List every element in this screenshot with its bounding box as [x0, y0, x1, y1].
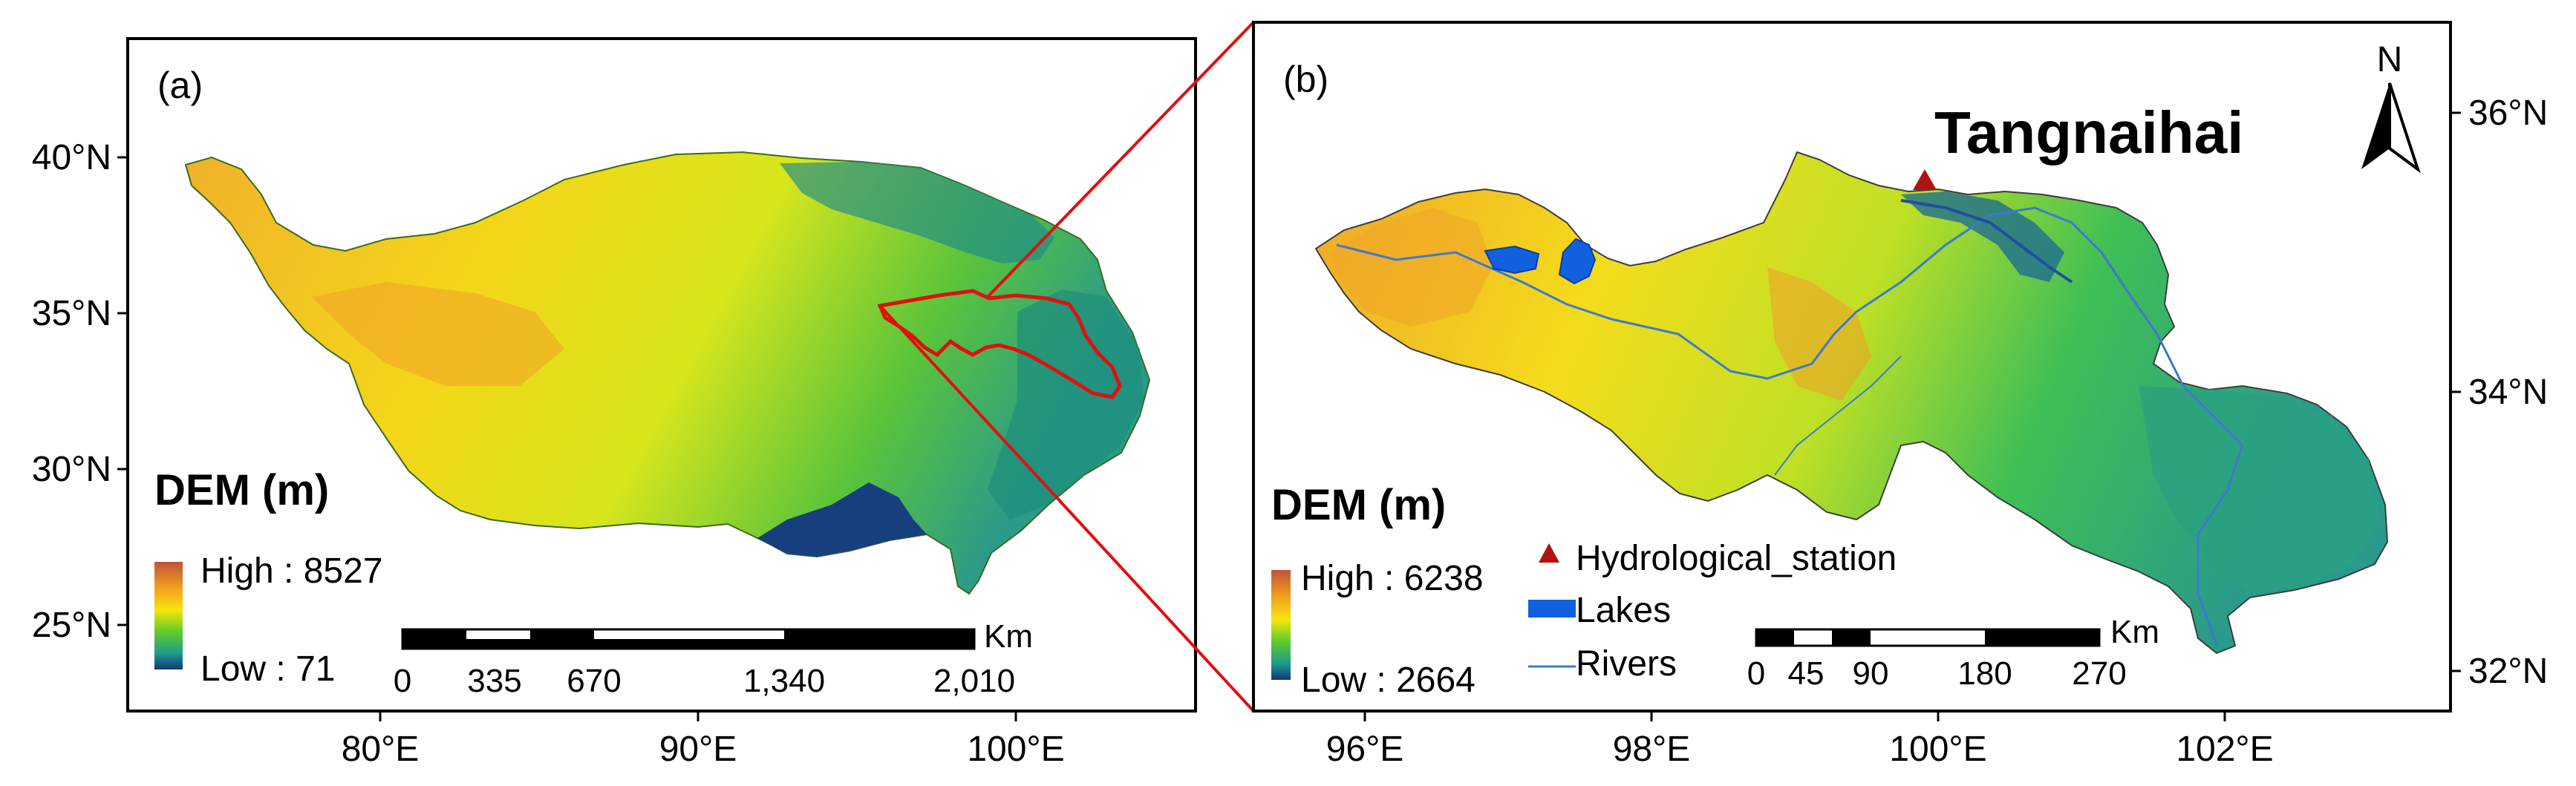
scalebar-label-a: 670 — [567, 663, 621, 699]
panel-a-label: (a) — [157, 65, 203, 106]
scalebar-label-b: 0 — [1747, 655, 1765, 692]
hydrological-station-marker — [1913, 169, 1937, 190]
basin-upper-high — [1329, 208, 1493, 327]
plateau-dem-area — [184, 151, 1151, 595]
north-arrow-icon — [2388, 82, 2421, 174]
lon-tick-a: 100°E — [967, 730, 1064, 769]
river-tributary — [1774, 356, 1902, 476]
inset-connector-lines — [878, 21, 1255, 713]
lon-tick-b: 102°E — [2176, 730, 2273, 769]
legend-station-icon — [1539, 543, 1559, 563]
plateau-map — [184, 151, 1151, 595]
scalebar-label-b: 270 — [2072, 655, 2126, 692]
legend-high-a: High : 8527 — [200, 551, 383, 591]
lat-tick-b: 34°N — [2468, 373, 2548, 412]
plateau-southeast-valley — [988, 289, 1144, 520]
legend-colorbar-a — [154, 562, 183, 669]
scalebar-unit-a: Km — [984, 618, 1033, 655]
legend-high-b: High : 6238 — [1301, 559, 1484, 598]
scalebar-label-a: 1,340 — [743, 663, 825, 699]
basin-north-valley — [1901, 191, 2064, 282]
lat-tick-a: 35°N — [32, 294, 111, 333]
panel-b-scalebar: Km 0 45 90 180 270 — [1747, 614, 2159, 692]
scalebar-label-b: 180 — [1957, 655, 2012, 692]
panel-a-lon-ticks: 80°E 90°E 100°E — [342, 711, 1065, 769]
panel-a-lat-ticks: 40°N 35°N 30°N 25°N — [32, 138, 128, 645]
scalebar-label-a: 2,010 — [933, 663, 1015, 699]
north-arrow-icon — [2361, 83, 2390, 169]
legend-lakes-label: Lakes — [1576, 591, 1671, 630]
lat-tick-a: 30°N — [32, 450, 111, 489]
panel-b: (b) Tangnaihai N — [1252, 21, 2548, 769]
panel-a: (a) 40°N 35°N 30°N 25°N 80°E — [32, 37, 1197, 769]
lon-tick-b: 98°E — [1613, 730, 1691, 769]
lake — [1484, 245, 1540, 275]
legend-rivers-label: Rivers — [1576, 644, 1677, 684]
lake — [1558, 238, 1597, 285]
plateau-south-lowland — [757, 482, 927, 557]
scalebar-label-a: 335 — [467, 663, 521, 699]
plateau-west-high — [312, 282, 564, 386]
panel-b-lon-ticks: 96°E 98°E 100°E 102°E — [1326, 711, 2274, 769]
lat-tick-b: 32°N — [2468, 652, 2548, 691]
plateau-north-basin — [780, 162, 1054, 263]
scalebar-label-a: 0 — [394, 663, 411, 699]
lat-tick-b: 36°N — [2468, 94, 2548, 133]
panel-a-scalebar: Km 0 335 670 1,340 2,010 — [394, 618, 1033, 699]
panel-b-label: (b) — [1283, 59, 1328, 100]
lat-tick-a: 25°N — [32, 606, 111, 645]
lon-tick-b: 100°E — [1889, 730, 1986, 769]
basin-outline-inset — [877, 289, 1122, 399]
lon-tick-a: 90°E — [659, 730, 737, 769]
panel-b-lat-ticks: 36°N 34°N 32°N — [2451, 94, 2548, 691]
river-tributary — [1900, 199, 2073, 284]
north-arrow-label: N — [2377, 40, 2403, 79]
basin-middle-high — [1767, 267, 1871, 401]
panel-b-legend: DEM (m) High : 6238 Low : 2664 Hydrologi… — [1271, 481, 1897, 700]
panel-a-legend: DEM (m) High : 8527 Low : 71 — [154, 466, 383, 689]
legend-low-a: Low : 71 — [200, 649, 335, 689]
legend-title-a: DEM (m) — [154, 466, 329, 514]
lon-tick-a: 80°E — [342, 730, 420, 769]
legend-station-label: Hydrological_station — [1576, 539, 1897, 578]
scalebar-label-b: 90 — [1853, 655, 1889, 692]
scalebar-unit-b: Km — [2110, 614, 2159, 650]
north-arrow: N — [2361, 40, 2421, 174]
legend-title-b: DEM (m) — [1271, 481, 1446, 529]
scalebar-label-b: 45 — [1788, 655, 1825, 692]
station-name-label: Tangnaihai — [1934, 99, 2243, 166]
basin-map — [1314, 151, 2389, 655]
lat-tick-a: 40°N — [32, 138, 111, 177]
legend-colorbar-b — [1271, 570, 1291, 680]
legend-lakes-icon — [1528, 600, 1576, 618]
legend-low-b: Low : 2664 — [1301, 661, 1476, 700]
river-main — [1336, 206, 2244, 646]
lon-tick-b: 96°E — [1326, 730, 1404, 769]
